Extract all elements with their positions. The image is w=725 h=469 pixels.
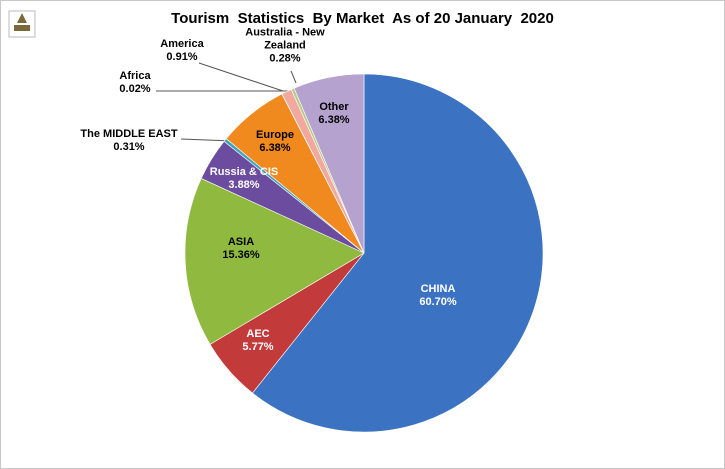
value-label: 15.36% bbox=[222, 249, 260, 261]
slice-label: ASIA 15.36% bbox=[222, 236, 259, 262]
category-label: AEC bbox=[246, 328, 270, 340]
value-label: 0.31% bbox=[113, 141, 145, 153]
slice-label: Africa 0.02% bbox=[119, 70, 150, 96]
value-label: 0.28% bbox=[269, 52, 301, 65]
slice-label: Australia - New Zealand 0.28% bbox=[240, 27, 330, 66]
value-label: 6.38% bbox=[259, 142, 291, 154]
category-label: Africa bbox=[119, 70, 151, 82]
slice-label: The MIDDLE EAST 0.31% bbox=[80, 128, 177, 154]
category-label: Europe bbox=[256, 129, 294, 141]
pie-slice bbox=[184, 178, 365, 345]
value-label: 5.77% bbox=[242, 341, 274, 353]
value-label: 0.91% bbox=[166, 51, 198, 63]
category-label: CHINA bbox=[420, 283, 456, 295]
value-label: 0.02% bbox=[119, 83, 151, 95]
value-label: 6.38% bbox=[318, 114, 350, 126]
category-label: America bbox=[160, 38, 204, 50]
slice-label: CHINA 60.70% bbox=[419, 283, 456, 309]
slice-label: Russia & CIS 3.88% bbox=[210, 166, 278, 192]
slice-label: AEC 5.77% bbox=[242, 328, 273, 354]
pie-slice bbox=[293, 73, 365, 254]
category-label: The MIDDLE EAST bbox=[80, 128, 178, 140]
category-label: Australia - New Zealand bbox=[245, 26, 325, 52]
logo bbox=[8, 10, 36, 38]
pie-slice bbox=[252, 73, 544, 433]
category-label: Other bbox=[319, 101, 349, 113]
slice-label: Other 6.38% bbox=[318, 101, 349, 127]
slice-label: America 0.91% bbox=[160, 38, 203, 64]
category-label: ASIA bbox=[227, 236, 255, 248]
chart-title: Tourism Statistics By Market As of 20 Ja… bbox=[171, 10, 554, 27]
value-label: 3.88% bbox=[228, 179, 260, 191]
value-label: 60.70% bbox=[419, 296, 457, 308]
slice-label: Europe 6.38% bbox=[256, 129, 294, 155]
category-label: Russia & CIS bbox=[209, 166, 279, 178]
